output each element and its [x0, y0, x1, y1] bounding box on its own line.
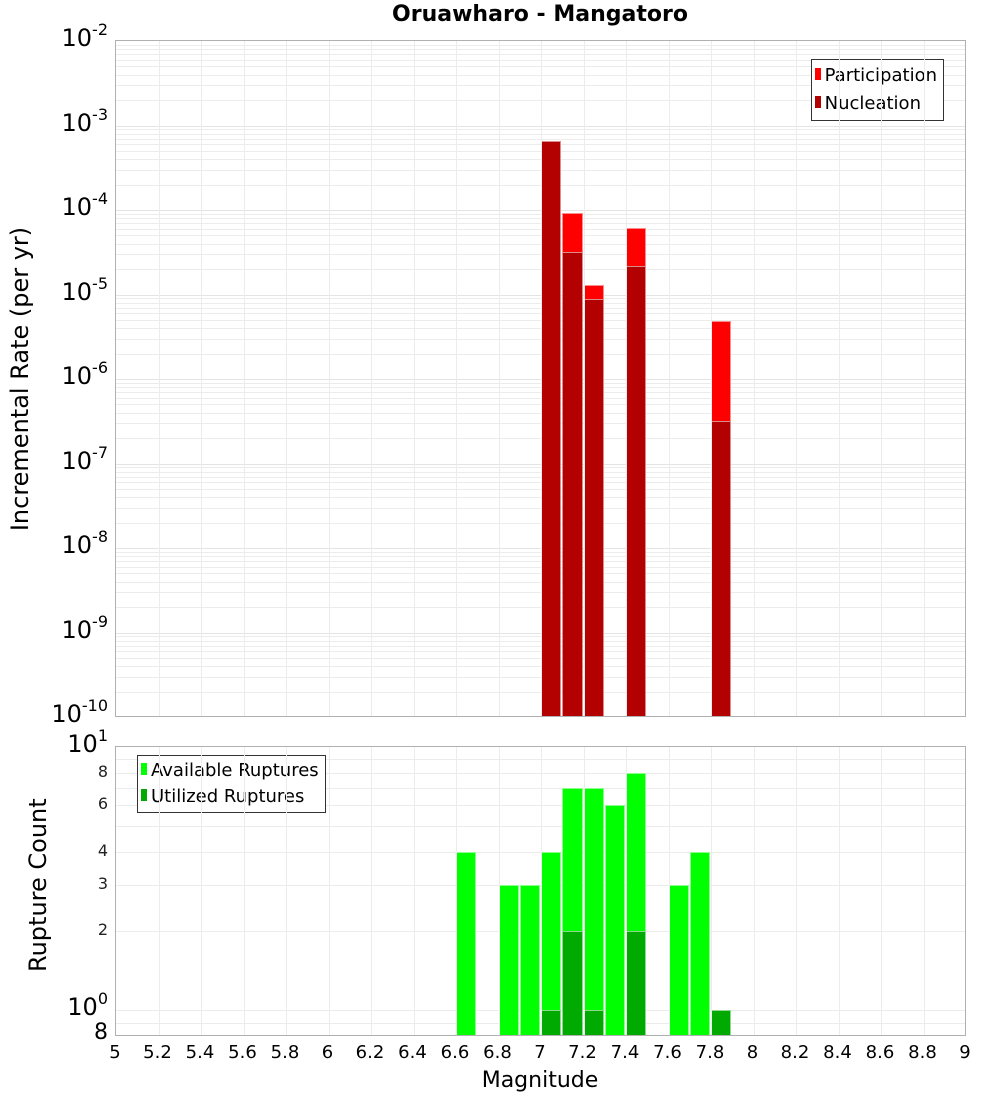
y-tick-label: 10-6	[18, 364, 108, 388]
available-bar	[456, 852, 476, 1035]
nucleation-bar	[584, 299, 604, 716]
available-swatch-icon	[141, 763, 147, 775]
available-bar	[690, 852, 710, 1035]
grid-line	[626, 747, 627, 1035]
utilized-swatch-icon	[141, 789, 147, 801]
legend-item-utilized: Utilized Ruptures	[141, 784, 319, 810]
grid-line	[329, 747, 330, 1035]
grid-line	[456, 747, 457, 1035]
y-tick-label: 100	[18, 995, 108, 1019]
grid-line	[286, 747, 287, 1035]
utilized-bar	[626, 931, 646, 1035]
grid-line	[711, 747, 712, 1035]
legend-item-nucleation: Nucleation	[815, 90, 937, 118]
bottom-plot-area: Available Ruptures Utilized Ruptures	[115, 746, 966, 1036]
available-bar	[669, 885, 689, 1035]
utilized-bar	[584, 1010, 604, 1035]
nucleation-bar	[562, 252, 582, 716]
utilized-bar	[711, 1010, 731, 1035]
grid-line	[796, 747, 797, 1035]
grid-line	[711, 41, 712, 716]
y-tick-label: 10-10	[18, 702, 108, 726]
grid-line	[201, 747, 202, 1035]
grid-line	[541, 41, 542, 716]
grid-line	[584, 747, 585, 1035]
grid-line	[881, 41, 882, 716]
grid-line	[839, 747, 840, 1035]
y-tick-label: 10-5	[18, 280, 108, 304]
grid-line	[244, 747, 245, 1035]
grid-line	[754, 747, 755, 1035]
available-bar	[520, 885, 540, 1035]
grid-line	[286, 41, 287, 716]
grid-line	[371, 747, 372, 1035]
y-tick-label: 6	[18, 796, 108, 812]
available-bar	[605, 805, 625, 1035]
y-tick-label: 10-2	[18, 26, 108, 50]
y-tick-label: 10-4	[18, 195, 108, 219]
grid-line	[499, 747, 500, 1035]
y-tick-label: 8	[18, 764, 108, 780]
bottom-y-axis-label: Rupture Count	[24, 812, 52, 972]
grid-line	[244, 41, 245, 716]
utilized-bar	[541, 1010, 561, 1035]
grid-line	[626, 41, 627, 716]
grid-line	[371, 41, 372, 716]
y-tick-label: 10-9	[18, 618, 108, 642]
chart-title: Oruawharo - Mangatoro	[0, 2, 1000, 27]
x-tick-label: 9	[940, 1042, 990, 1063]
participation-swatch-icon	[815, 68, 821, 80]
grid-line	[924, 41, 925, 716]
available-bar	[541, 852, 561, 1035]
utilized-bar	[562, 931, 582, 1035]
grid-line	[159, 41, 160, 716]
y-tick-label: 4	[18, 843, 108, 859]
grid-line	[414, 41, 415, 716]
grid-line	[669, 41, 670, 716]
grid-line	[924, 747, 925, 1035]
grid-line	[499, 41, 500, 716]
available-bar	[584, 788, 604, 1035]
y-tick-label: 10-3	[18, 111, 108, 135]
grid-line	[201, 41, 202, 716]
nucleation-swatch-icon	[815, 96, 821, 108]
y-tick-label: 10-8	[18, 533, 108, 557]
y-tick-label: 10-7	[18, 449, 108, 473]
grid-line	[159, 747, 160, 1035]
x-axis-label: Magnitude	[115, 1068, 965, 1093]
nucleation-bar	[626, 266, 646, 716]
grid-line	[584, 41, 585, 716]
top-plot-area: Participation Nucleation	[115, 40, 966, 717]
grid-line	[839, 41, 840, 716]
nucleation-bar	[711, 421, 731, 716]
legend-item-participation: Participation	[815, 62, 937, 90]
grid-line	[329, 41, 330, 716]
grid-line	[754, 41, 755, 716]
available-bar	[499, 885, 519, 1035]
grid-line	[414, 747, 415, 1035]
bottom-legend: Available Ruptures Utilized Ruptures	[137, 755, 326, 813]
grid-line	[669, 747, 670, 1035]
grid-line	[881, 747, 882, 1035]
grid-line	[456, 41, 457, 716]
y-tick-label: 101	[18, 732, 108, 756]
y-tick-label: 2	[18, 922, 108, 938]
y-tick-label: 3	[18, 876, 108, 892]
nucleation-bar	[541, 141, 561, 716]
grid-line	[796, 41, 797, 716]
legend-item-available: Available Ruptures	[141, 758, 319, 784]
grid-line	[541, 747, 542, 1035]
